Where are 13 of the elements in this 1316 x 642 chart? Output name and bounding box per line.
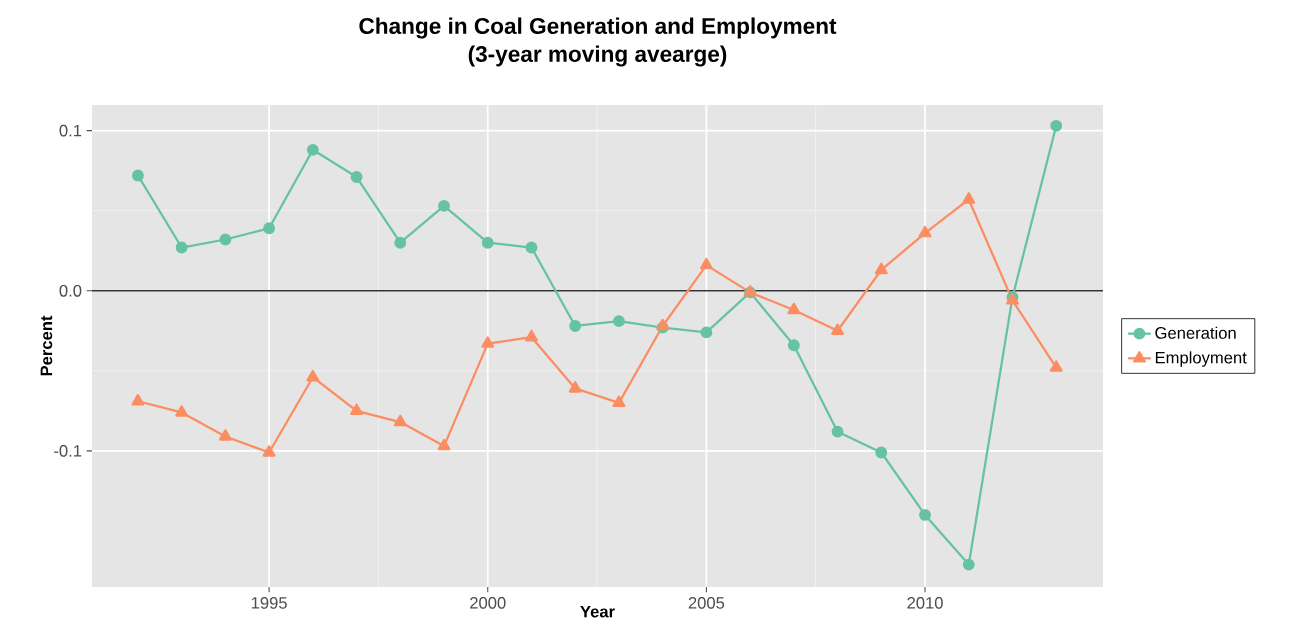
x-tick-label: 2000 bbox=[470, 597, 506, 609]
x-axis-title: Year bbox=[580, 605, 615, 618]
chart-subtitle: (3-year moving avearge) bbox=[468, 45, 727, 67]
chart-title: Change in Coal Generation and Employment bbox=[359, 17, 837, 39]
x-tick-label: 2005 bbox=[688, 597, 725, 609]
y-tick-label: 0.1 bbox=[59, 124, 82, 137]
legend-label: Employment bbox=[1155, 351, 1247, 367]
y-tick-label: -0.1 bbox=[54, 445, 82, 457]
y-tick-label: 0.0 bbox=[59, 284, 82, 297]
legend-label: Generation bbox=[1155, 326, 1236, 339]
y-axis-title: Percent bbox=[40, 315, 53, 376]
x-tick-label: 2010 bbox=[907, 597, 943, 609]
x-tick-label: 1995 bbox=[251, 597, 287, 609]
